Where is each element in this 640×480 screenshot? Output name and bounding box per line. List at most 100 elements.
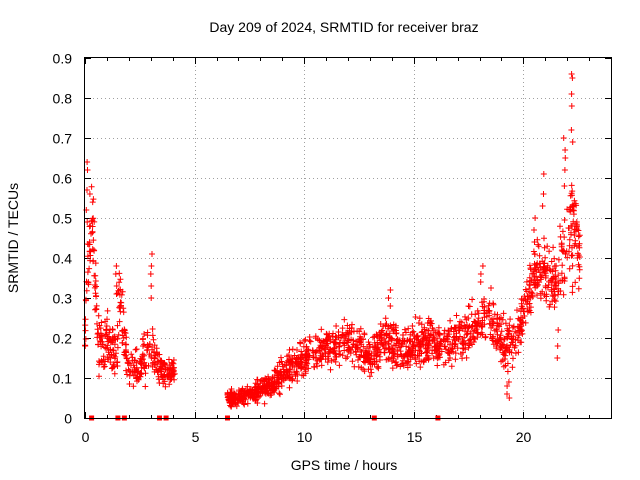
data-point	[157, 363, 164, 370]
data-point	[123, 334, 130, 341]
data-point	[119, 339, 126, 346]
data-point	[466, 337, 473, 344]
data-point	[114, 322, 121, 329]
data-point	[548, 279, 555, 285]
data-point	[254, 400, 261, 406]
data-point	[569, 283, 576, 290]
data-point	[285, 352, 292, 359]
data-point	[358, 336, 365, 343]
data-point	[431, 337, 438, 344]
data-point	[407, 331, 414, 338]
data-point	[84, 159, 91, 165]
data-point	[555, 327, 562, 333]
data-point	[564, 254, 571, 261]
data-point	[534, 292, 540, 299]
data-point	[531, 273, 538, 280]
data-point	[382, 322, 389, 329]
data-point	[575, 261, 582, 268]
data-point	[257, 392, 264, 399]
data-point	[510, 355, 516, 362]
data-point	[431, 344, 438, 351]
data-point	[447, 317, 454, 324]
data-point	[474, 307, 481, 314]
data-point	[278, 354, 284, 361]
data-point	[82, 342, 89, 349]
data-point	[106, 329, 113, 336]
data-point	[162, 383, 169, 390]
data-point	[441, 327, 448, 334]
data-point	[536, 252, 543, 259]
data-point	[156, 380, 163, 386]
data-point	[472, 319, 478, 325]
data-point	[151, 349, 158, 356]
data-point	[576, 232, 583, 239]
data-point	[518, 300, 525, 307]
data-point	[122, 348, 129, 355]
data-point	[527, 304, 534, 311]
data-point	[504, 325, 511, 332]
data-point	[92, 272, 99, 279]
data-point	[559, 262, 566, 269]
data-point	[320, 353, 327, 360]
data-point	[566, 248, 572, 255]
data-point	[494, 320, 501, 327]
data-point	[562, 155, 569, 161]
data-point	[569, 75, 576, 81]
data-point	[425, 341, 432, 348]
data-point	[418, 329, 425, 336]
data-point	[344, 337, 351, 344]
data-point	[504, 334, 511, 340]
data-point	[96, 359, 103, 366]
data-point	[554, 343, 561, 349]
data-point	[575, 252, 582, 259]
data-point	[399, 332, 406, 338]
data-point	[373, 332, 380, 339]
data-point	[576, 275, 583, 282]
data-point	[517, 326, 524, 333]
x-tick-label: 10	[297, 429, 313, 445]
data-point	[132, 346, 139, 353]
data-point	[94, 326, 101, 333]
data-point	[371, 349, 377, 355]
data-point	[149, 344, 155, 350]
data-point	[430, 334, 437, 341]
data-point	[93, 283, 99, 290]
data-point	[327, 336, 334, 343]
data-point	[472, 319, 479, 326]
data-point	[145, 362, 152, 369]
data-point	[120, 309, 127, 316]
data-point	[524, 293, 531, 300]
data-point	[355, 357, 361, 363]
data-point	[388, 336, 395, 343]
data-point	[283, 374, 289, 381]
data-point	[276, 390, 283, 397]
data-point	[490, 333, 497, 340]
data-point	[531, 251, 538, 257]
data-point	[544, 262, 551, 269]
data-point	[305, 365, 312, 372]
data-point	[311, 363, 317, 370]
data-point	[453, 334, 460, 341]
data-point	[92, 278, 99, 284]
data-point	[541, 260, 548, 267]
data-point	[385, 323, 392, 330]
data-point	[147, 271, 154, 277]
data-point	[477, 331, 484, 338]
data-point	[121, 349, 128, 356]
data-point	[375, 363, 382, 370]
data-point	[148, 295, 155, 301]
data-point	[160, 372, 167, 379]
data-point	[416, 315, 423, 322]
data-point	[576, 266, 583, 273]
data-point	[366, 373, 373, 380]
data-point	[481, 310, 488, 317]
data-point	[539, 203, 546, 209]
data-point	[82, 327, 89, 334]
data-point	[474, 329, 481, 336]
data-point	[551, 304, 558, 311]
data-point	[344, 353, 351, 360]
data-point	[237, 396, 243, 403]
data-point	[385, 295, 392, 301]
data-point	[149, 326, 156, 332]
data-point	[467, 336, 474, 343]
